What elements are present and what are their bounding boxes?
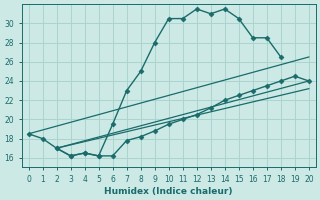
X-axis label: Humidex (Indice chaleur): Humidex (Indice chaleur) — [104, 187, 233, 196]
